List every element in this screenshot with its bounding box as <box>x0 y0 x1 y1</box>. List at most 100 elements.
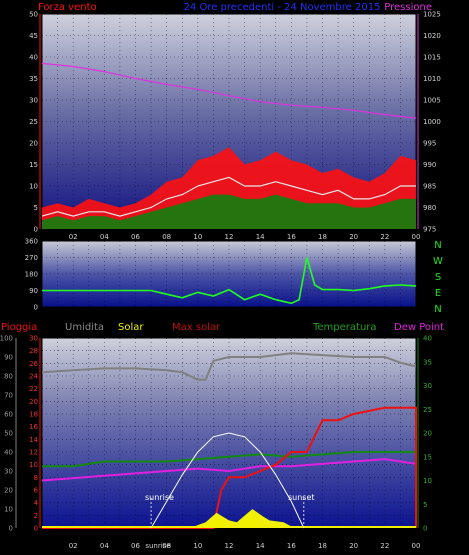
x-tick-wind: 06 <box>131 233 140 241</box>
compass-label: S <box>435 272 441 283</box>
y-tick-wind: 40 <box>29 54 38 62</box>
x-tick-wind: 20 <box>349 233 358 241</box>
x-tick-weather: 02 <box>69 542 78 550</box>
direction-grid <box>42 240 416 308</box>
y-tick-pressure: 975 <box>423 226 436 234</box>
y-tick-pressure: 1020 <box>423 32 441 40</box>
legend-pioggia: Pioggia <box>1 322 37 333</box>
wind-x-axis: 02 04 06 08 10 12 14 16 18 20 22 00 <box>69 233 421 241</box>
y-tick-humidity: 60 <box>4 411 13 419</box>
y-tick-rain: 22 <box>29 385 38 393</box>
legend-pressione: Pressione <box>384 2 432 13</box>
y-tick-wind: 10 <box>29 183 38 191</box>
compass-label: W <box>433 256 443 267</box>
series-line-direction <box>42 257 417 305</box>
legend-umidita: Umidita <box>65 322 104 333</box>
y-tick-humidity: 10 <box>4 506 13 514</box>
series-line-pioggia <box>42 406 417 529</box>
x-tick-wind: 10 <box>193 233 202 241</box>
y-tick-humidity: 30 <box>4 468 13 476</box>
weather-axes: 0102030405060708090100024681012141618202… <box>0 335 432 533</box>
direction-left-axis: 0 90 180 270 360 <box>25 238 38 312</box>
y-tick-direction: 360 <box>25 238 38 246</box>
y-tick-temperature: 30 <box>423 382 432 390</box>
y-tick-temperature: 25 <box>423 406 432 414</box>
weather-x-axis: 02 04 06 08 10 12 14 16 18 20 22 00 <box>69 542 421 550</box>
sunset-label: sunset <box>288 493 315 502</box>
y-tick-rain: 14 <box>29 436 38 444</box>
x-tick-wind: 02 <box>69 233 78 241</box>
legend-temperatura: Temperatura <box>312 322 377 333</box>
y-tick-wind: 30 <box>29 97 38 105</box>
y-tick-pressure: 995 <box>423 140 436 148</box>
x-tick-wind: 22 <box>380 233 389 241</box>
x-tick-weather: 18 <box>318 542 327 550</box>
y-tick-rain: 20 <box>29 398 38 406</box>
y-tick-wind: 25 <box>29 118 38 126</box>
wind-left-axis: 0 5 10 15 20 25 30 35 40 45 50 <box>29 11 41 234</box>
legend-solar: Solar <box>118 322 144 333</box>
y-tick-humidity: 90 <box>4 354 13 362</box>
x-tick-weather: 22 <box>380 542 389 550</box>
x-tick-wind: 12 <box>225 233 234 241</box>
compass-label: E <box>435 288 441 299</box>
y-tick-rain: 0 <box>34 525 38 533</box>
pressure-right-axis: 975 980 985 990 995 1000 1005 1010 1015 1020 1025 <box>417 11 441 234</box>
series-line-temperatura <box>42 451 416 468</box>
y-tick-humidity: 100 <box>0 335 13 343</box>
x-tick-wind: 04 <box>100 233 109 241</box>
y-tick-wind: 50 <box>29 11 38 19</box>
direction-series-group <box>42 257 417 305</box>
x-tick-sunrise: sunrise <box>145 542 170 550</box>
x-tick-weather: 08 <box>162 542 171 550</box>
y-tick-wind: 35 <box>29 75 38 83</box>
x-tick-weather: 00 <box>412 542 421 550</box>
y-tick-direction: 90 <box>29 287 38 295</box>
y-tick-rain: 28 <box>29 347 38 355</box>
sunrise-label: sunrise <box>145 493 174 502</box>
y-tick-rain: 2 <box>34 512 38 520</box>
x-tick-weather: 10 <box>193 542 202 550</box>
y-tick-temperature: 5 <box>423 501 427 509</box>
y-tick-pressure: 980 <box>423 204 436 212</box>
y-tick-rain: 16 <box>29 423 38 431</box>
series-area-solar <box>190 509 295 528</box>
y-tick-direction: 180 <box>25 271 38 279</box>
series-line-max-solar <box>150 432 305 529</box>
series-line-umidita <box>41 352 417 381</box>
y-tick-pressure: 1025 <box>423 11 441 19</box>
y-tick-temperature: 40 <box>423 335 432 343</box>
y-tick-humidity: 20 <box>4 487 13 495</box>
y-tick-humidity: 50 <box>4 430 13 438</box>
y-tick-rain: 26 <box>29 360 38 368</box>
x-tick-weather: 14 <box>256 542 265 550</box>
y-tick-direction: 270 <box>25 254 38 262</box>
wind-series-group <box>41 62 417 229</box>
weather-series-group <box>41 352 417 529</box>
y-tick-pressure: 1010 <box>423 75 441 83</box>
y-tick-wind: 20 <box>29 140 38 148</box>
x-tick-wind: 14 <box>256 233 265 241</box>
y-tick-wind: 45 <box>29 32 38 40</box>
x-tick-wind: 18 <box>318 233 327 241</box>
compass-label: N <box>434 304 441 315</box>
y-tick-temperature: 10 <box>423 477 432 485</box>
y-tick-humidity: 40 <box>4 449 13 457</box>
y-tick-rain: 8 <box>34 474 38 482</box>
x-tick-wind: 00 <box>412 233 421 241</box>
y-tick-direction: 0 <box>34 304 38 312</box>
y-tick-pressure: 990 <box>423 161 436 169</box>
y-tick-rain: 4 <box>34 499 39 507</box>
x-tick-weather: 16 <box>287 542 296 550</box>
y-tick-pressure: 1015 <box>423 54 441 62</box>
y-tick-pressure: 985 <box>423 183 436 191</box>
y-tick-temperature: 0 <box>423 525 427 533</box>
legend-dew-point: Dew Point <box>394 322 444 333</box>
legend-forza-vento: Forza vento <box>38 2 97 13</box>
wind-chart-title: 24 Ore precedenti - 24 Novembre 2015 <box>184 2 381 13</box>
x-tick-wind: 16 <box>287 233 296 241</box>
y-tick-rain: 12 <box>29 449 38 457</box>
series-line-pressione <box>41 62 417 119</box>
y-tick-temperature: 20 <box>423 430 432 438</box>
